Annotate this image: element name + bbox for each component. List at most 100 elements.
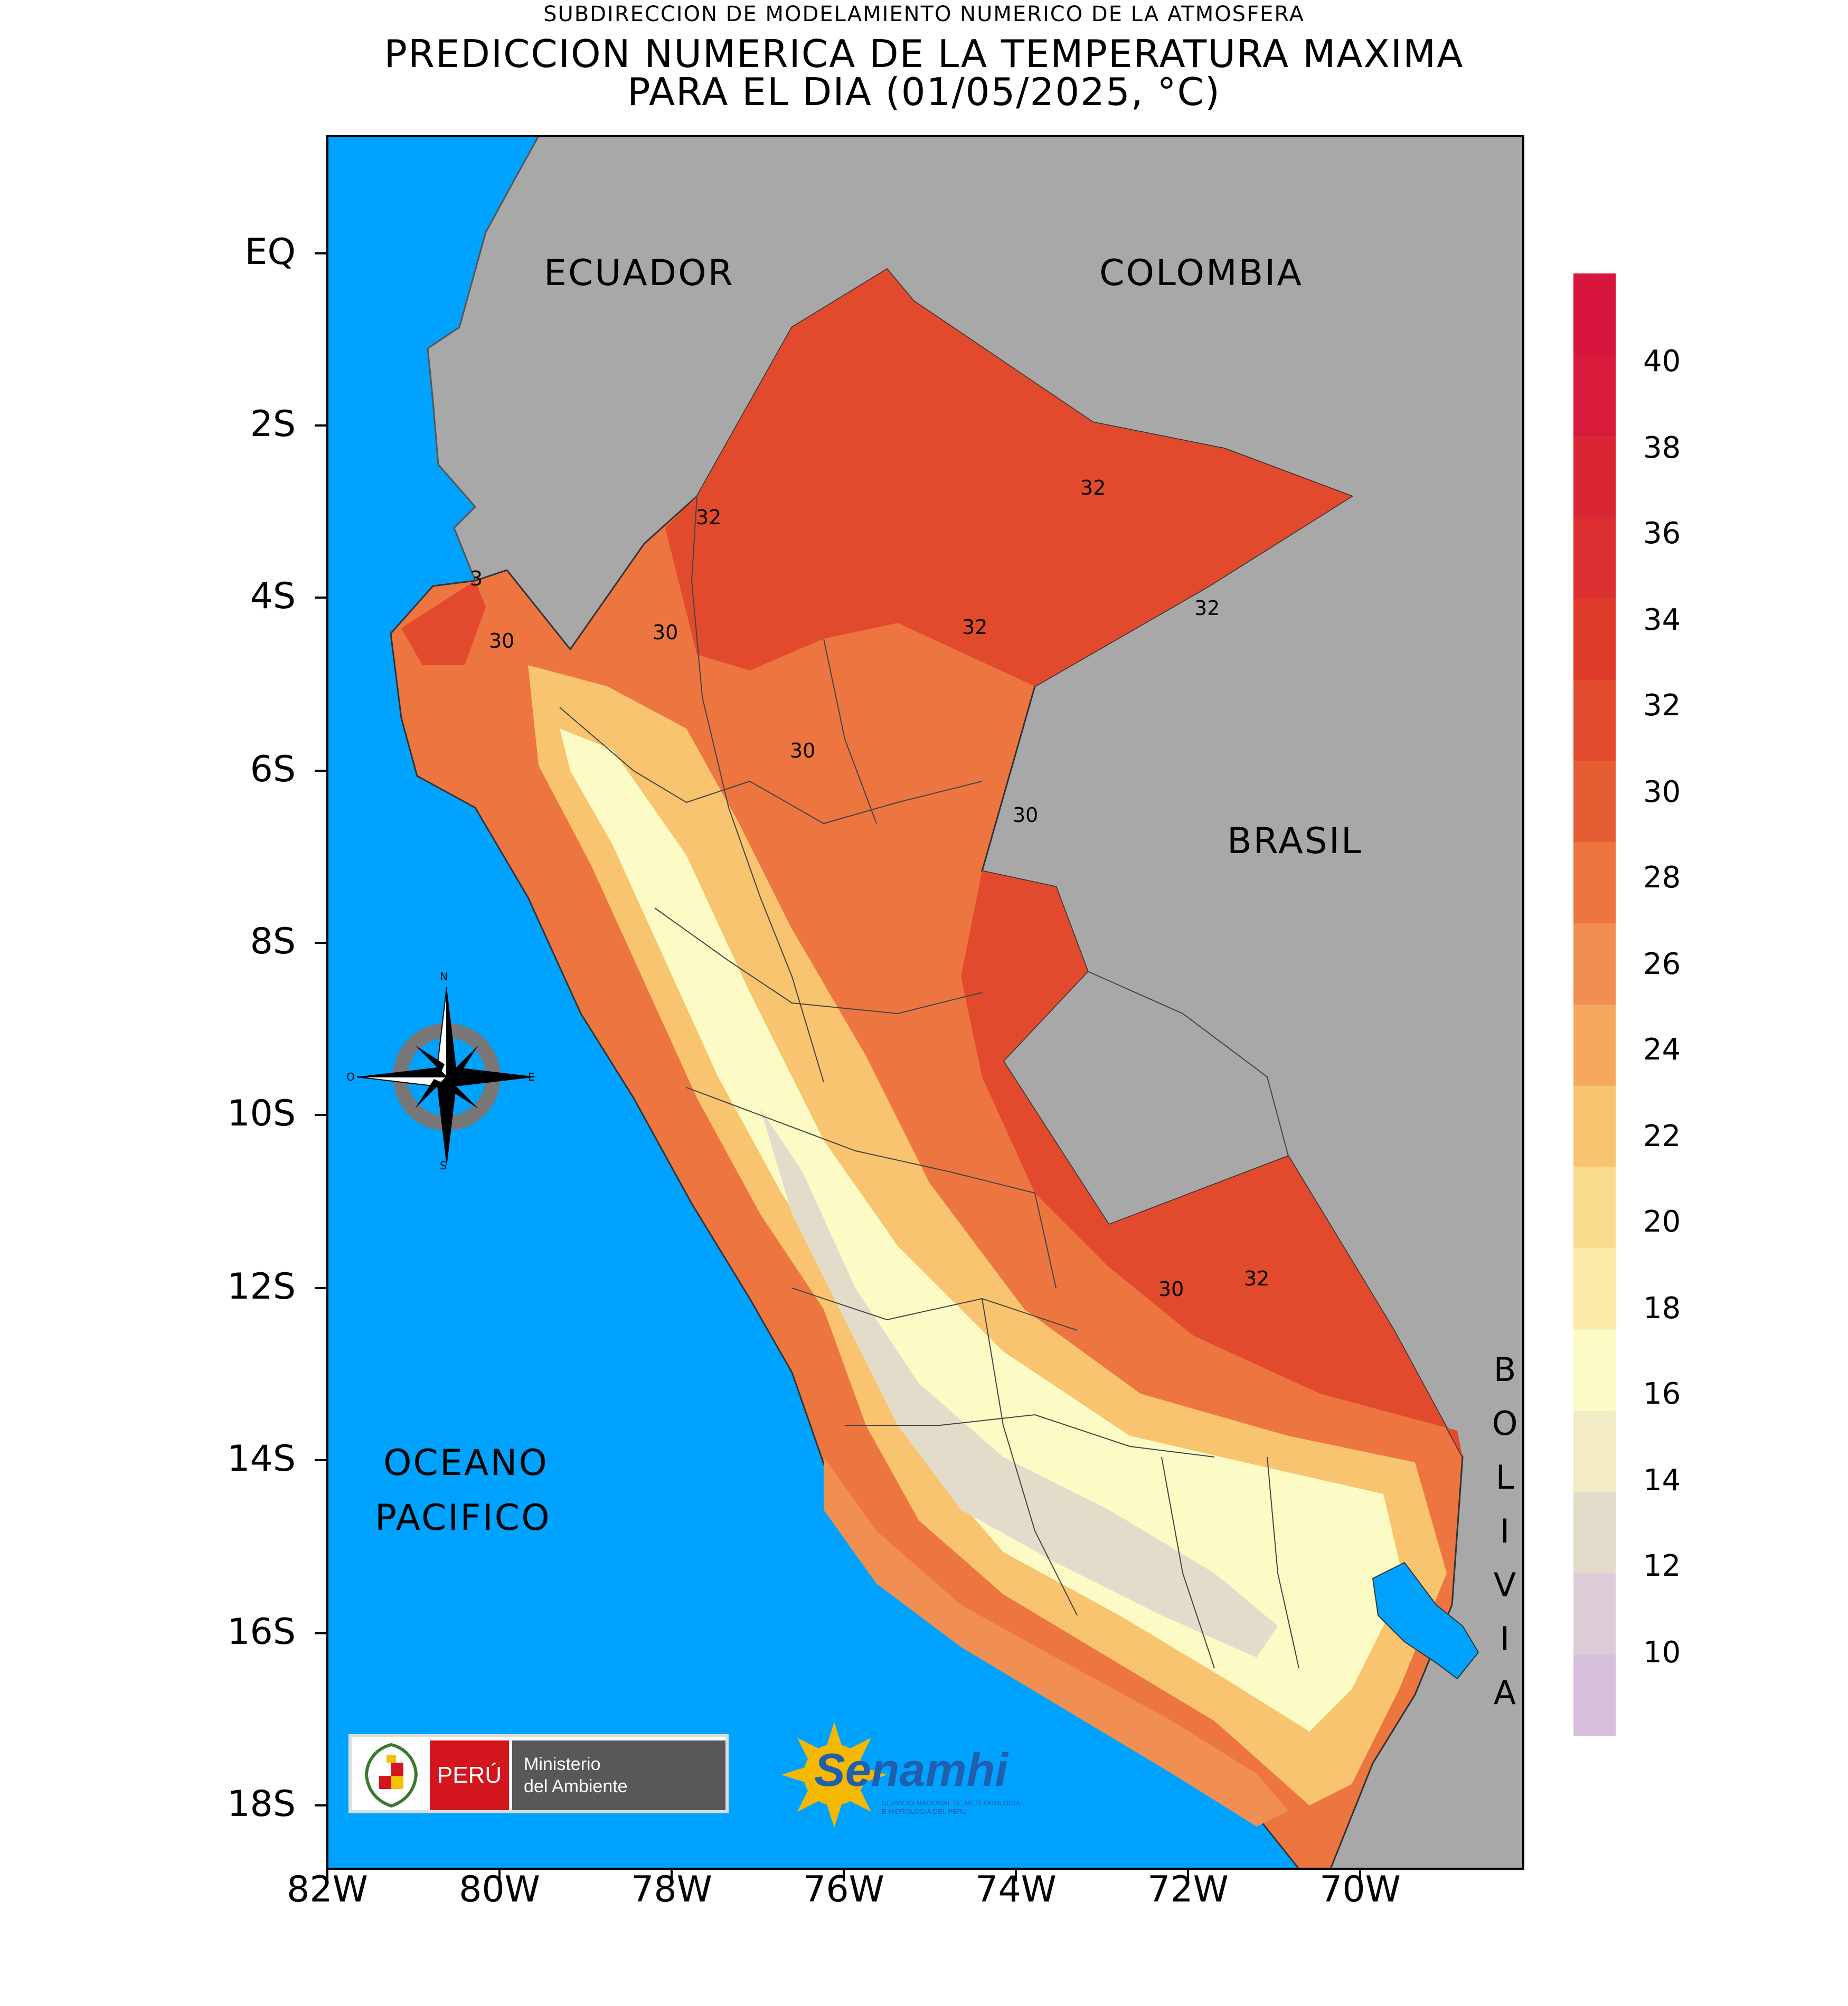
contour-label: 32 [962, 616, 988, 639]
department-borders [559, 496, 1299, 1669]
cold-zone-highlands [760, 1109, 1278, 1658]
legend-label: 24 [1643, 1033, 1681, 1067]
legend-label: 40 [1643, 344, 1681, 379]
compass-n: N [440, 970, 448, 983]
label-bolivia-letter: B [1493, 1350, 1516, 1389]
ministerio-name: Ministerio del Ambiente [512, 1740, 725, 1810]
label-bolivia-letter: A [1493, 1673, 1516, 1712]
senamhi-subtitle-line2: E HIDROLOGIA DEL PERU [882, 1808, 967, 1815]
label-brasil: BRASIL [1227, 820, 1363, 862]
map-frame [326, 135, 1524, 1870]
lon-tick-label: 82W [287, 1869, 368, 1910]
legend-label: 38 [1643, 431, 1681, 465]
legend-swatch [1573, 1085, 1616, 1168]
legend-label: 26 [1643, 947, 1681, 981]
legend-label: 10 [1643, 1635, 1681, 1670]
legend-swatch [1573, 1005, 1616, 1086]
legend-swatch [1573, 1329, 1616, 1411]
lat-tick-label: 18S [227, 1783, 296, 1825]
compass-s: S [440, 1159, 447, 1172]
label-bolivia-letter: I [1500, 1620, 1510, 1658]
legend-swatch [1573, 1167, 1616, 1249]
label-bolivia-letter: I [1500, 1512, 1510, 1550]
legend-colorbar [1573, 273, 1616, 1736]
legend-swatch [1573, 1492, 1616, 1574]
peru-coat-of-arms-icon [364, 1743, 418, 1808]
lat-tick-label: 12S [227, 1266, 296, 1308]
lon-tick-label: 72W [1147, 1869, 1229, 1910]
label-colombia: COLOMBIA [1099, 252, 1303, 294]
cool-zone-andes [560, 728, 1404, 1731]
map-title-line2: PARA EL DIA (01/05/2025, °C) [627, 70, 1221, 114]
lat-tick-label: 10S [227, 1093, 296, 1134]
coast-warm-strip [824, 1457, 1288, 1827]
label-pacifico: PACIFICO [375, 1497, 551, 1539]
ministerio-ambiente-logo: PERÚ Ministerio del Ambiente [348, 1734, 729, 1813]
lon-tick-label: 74W [975, 1869, 1057, 1910]
hot-zone-northwest [401, 581, 486, 665]
legend-swatch [1573, 679, 1616, 761]
legend-label: 36 [1643, 516, 1681, 551]
ministerio-line2: del Ambiente [524, 1776, 628, 1796]
lat-tick-label: 4S [250, 575, 296, 617]
lat-tick-label: 8S [250, 921, 296, 962]
compass-e: E [528, 1071, 535, 1083]
legend-label: 30 [1643, 775, 1681, 809]
legend-swatch [1573, 354, 1616, 437]
contour-label: 32 [1244, 1267, 1270, 1290]
lon-tick-label: 78W [631, 1869, 712, 1910]
lon-tick-label: 76W [803, 1869, 884, 1910]
contour-label: 30 [1158, 1278, 1184, 1301]
lat-tick-label: EQ [244, 231, 296, 273]
contour-label: 3 [470, 567, 483, 590]
label-bolivia-letter: O [1492, 1404, 1518, 1443]
legend-swatch [1573, 598, 1616, 680]
label-oceano: OCEANO [383, 1442, 549, 1484]
legend-swatch [1573, 517, 1616, 599]
contour-label: 30 [653, 621, 678, 644]
legend-label: 22 [1643, 1119, 1681, 1153]
legend-label: 18 [1643, 1291, 1681, 1326]
senamhi-subtitle-line1: SERVICIO NACIONAL DE METEOROLOGIA [882, 1799, 1021, 1807]
legend-swatch [1573, 923, 1616, 1005]
senamhi-wordmark: Senamhi [814, 1744, 1008, 1796]
contour-label: 32 [1194, 597, 1220, 620]
legend-swatch [1573, 761, 1616, 843]
legend-swatch [1573, 1654, 1616, 1736]
lat-tick-label: 6S [250, 749, 296, 790]
label-bolivia-letter: V [1493, 1566, 1516, 1604]
legend-label: 16 [1643, 1377, 1681, 1411]
hot-zone-east [961, 871, 1463, 1457]
peru-brand: PERÚ [430, 1740, 509, 1810]
hot-zone-north [665, 269, 1352, 686]
legend-label: 20 [1643, 1205, 1681, 1239]
legend-label: 28 [1643, 860, 1681, 895]
contour-label: 30 [790, 739, 816, 762]
legend-label: 32 [1643, 688, 1681, 723]
contour-label: 30 [489, 629, 515, 652]
legend-label: 34 [1643, 603, 1681, 637]
label-bolivia-letter: L [1495, 1458, 1514, 1497]
lon-tick-label: 70W [1319, 1869, 1401, 1910]
legend-swatch [1573, 1248, 1616, 1330]
legend-swatch [1573, 273, 1616, 355]
lat-tick-label: 16S [227, 1611, 296, 1653]
sun-icon [781, 1722, 887, 1828]
header-subtitle: SUBDIRECCION DE MODELAMIENTO NUMERICO DE… [543, 2, 1305, 26]
axis-ticks [315, 252, 1361, 1881]
lat-tick-label: 2S [250, 403, 296, 445]
lon-tick-label: 80W [459, 1869, 540, 1910]
ministerio-line1: Ministerio [524, 1754, 601, 1774]
lat-tick-label: 14S [227, 1438, 296, 1480]
senamhi-logo: Senamhi SERVICIO NACIONAL DE METEOROLOGI… [781, 1716, 1035, 1837]
map-title-line1: PREDICCION NUMERICA DE LA TEMPERATURA MA… [384, 32, 1464, 76]
lake-titicaca [1372, 1562, 1479, 1680]
contour-label: 32 [1080, 476, 1106, 499]
legend-label: 12 [1643, 1549, 1681, 1583]
legend-swatch [1573, 1411, 1616, 1492]
legend-swatch [1573, 436, 1616, 518]
compass-o: O [346, 1071, 355, 1083]
legend-swatch [1573, 842, 1616, 924]
contour-label: 32 [696, 506, 722, 529]
